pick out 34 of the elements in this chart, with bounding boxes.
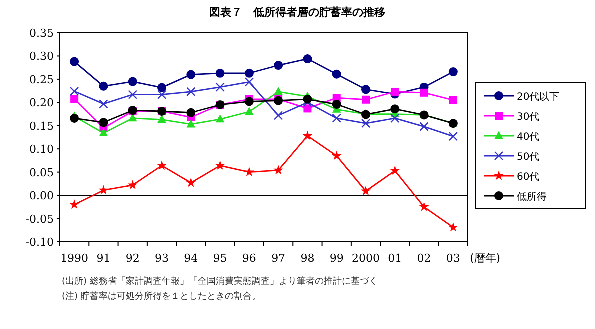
y-tick-label: 0.00 — [30, 190, 54, 203]
legend-label: 低所得 — [517, 191, 547, 203]
y-tick-label: 0.20 — [30, 96, 54, 110]
y-tick-label: 0.30 — [30, 50, 54, 64]
x-tick-label: 02 — [417, 252, 432, 265]
y-tick-label: 0.15 — [30, 120, 54, 133]
legend-label: 30代 — [517, 112, 540, 123]
y-tick-label: 0.25 — [30, 73, 54, 86]
legend-label: 20代以下 — [517, 91, 560, 103]
chart-title: 図表７ 低所得者層の貯蓄率の推移 — [210, 6, 386, 19]
x-tick-label: 98 — [300, 252, 315, 265]
y-tick-label: -0.10 — [26, 236, 54, 249]
legend-label: 40代 — [517, 132, 540, 143]
x-tick-label: 93 — [155, 252, 169, 265]
text: (注) 貯蓄率は可処分所得を１としたときの割合。 — [62, 291, 261, 302]
x-tick-label: 91 — [96, 252, 111, 265]
text: (出所) 総務省「家計調査年報」「全国消費実態調査」より筆者の推計に基づく — [62, 276, 378, 287]
x-axis-title: (暦年) — [470, 252, 501, 265]
x-tick-label: 99 — [330, 252, 344, 265]
x-tick-label: 96 — [242, 252, 256, 265]
x-tick-label: 92 — [126, 252, 140, 265]
x-tick-label: 95 — [213, 252, 228, 265]
y-tick-label: 0.35 — [30, 27, 54, 40]
x-tick-label: 1990 — [60, 252, 89, 265]
x-tick-label: 01 — [388, 252, 402, 265]
y-tick-label: 0.05 — [30, 166, 54, 180]
legend-label: 50代 — [517, 152, 540, 163]
y-tick-label: -0.05 — [26, 212, 54, 226]
y-tick-label: 0.10 — [30, 143, 54, 156]
x-tick-label: 03 — [446, 252, 460, 265]
x-tick-label: 2000 — [352, 252, 380, 265]
x-tick-label: 97 — [272, 252, 286, 265]
x-tick-label: 94 — [184, 252, 198, 265]
legend-label: 60代 — [517, 172, 540, 183]
